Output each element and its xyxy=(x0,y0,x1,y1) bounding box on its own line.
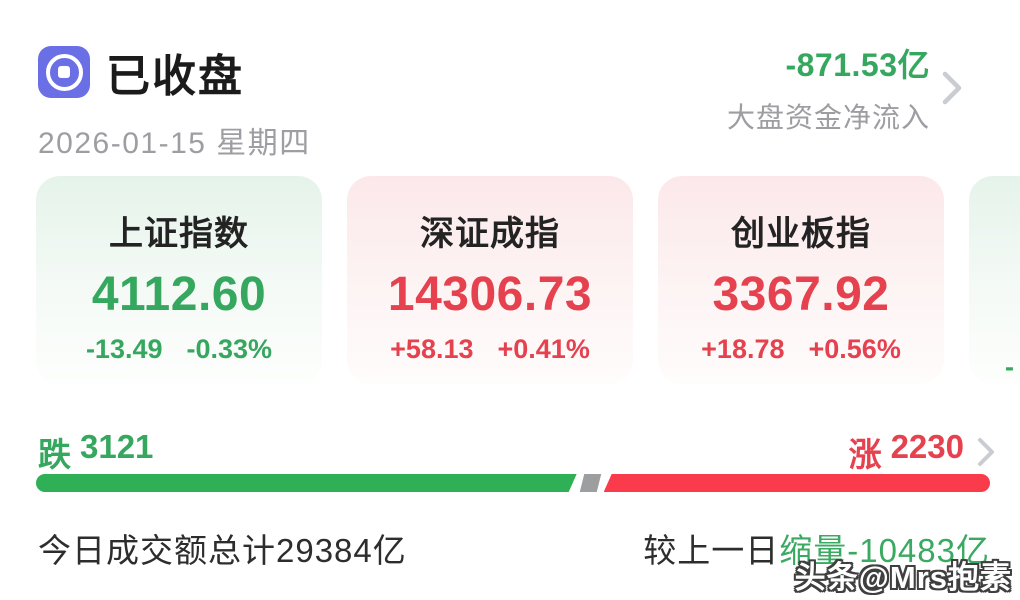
index-value: 14306.73 xyxy=(387,268,593,321)
index-value: 4112.60 xyxy=(91,268,267,321)
index-name: 创业板指 xyxy=(731,215,871,253)
index-change: -13.49 -0.33% xyxy=(85,334,273,364)
index-card-shanghai[interactable]: 上证指数 4112.60 -13.49 -0.33% xyxy=(36,176,322,384)
advancers-label: 涨 2230 xyxy=(848,428,964,473)
net-inflow-block[interactable]: -871.53亿 大盘资金净流入 xyxy=(727,40,930,136)
coin-icon xyxy=(38,46,90,98)
turnover-row: 今日成交额总计29384亿 较上一日 缩量-10483亿 xyxy=(38,524,990,572)
date-label: 2026-01-15 星期四 xyxy=(38,127,311,160)
index-card-partial[interactable]: - xyxy=(969,176,1020,384)
net-inflow-label: 大盘资金净流入 xyxy=(726,102,930,133)
watermark: 头条@Mrs抱素 xyxy=(794,560,1012,595)
chevron-right-icon[interactable] xyxy=(976,435,996,469)
turnover-shrink-value: 缩量-10483亿 xyxy=(779,532,990,569)
market-status-label: 已收盘 xyxy=(106,52,244,101)
breadth-row[interactable]: 跌 3121 涨 2230 xyxy=(38,428,996,476)
index-change: +18.78 +0.56% xyxy=(701,334,901,364)
index-card-shenzhen[interactable]: 深证成指 14306.73 +58.13 +0.41% xyxy=(347,176,633,384)
index-name: 深证成指 xyxy=(420,215,560,253)
index-change: +58.13 +0.41% xyxy=(390,334,590,364)
net-inflow-value: -871.53亿 xyxy=(785,47,930,83)
chevron-right-icon[interactable] xyxy=(940,68,964,108)
breadth-bar xyxy=(36,474,990,492)
advancers-bar-segment xyxy=(603,474,990,492)
partial-index-change: - xyxy=(1005,352,1014,382)
index-cards-row: 上证指数 4112.60 -13.49 -0.33% 深证成指 14306.73 … xyxy=(36,176,1020,384)
index-card-chinext[interactable]: 创业板指 3367.92 +18.78 +0.56% xyxy=(658,176,944,384)
header: 已收盘 2026-01-15 星期四 -871.53亿 大盘资金净流入 xyxy=(38,40,990,162)
decliners-bar-segment xyxy=(36,474,577,492)
turnover-total-label: 今日成交额总计29384亿 xyxy=(38,532,407,569)
index-name: 上证指数 xyxy=(109,215,249,253)
decliners-label: 跌 3121 xyxy=(38,428,154,473)
index-value: 3367.92 xyxy=(712,268,890,321)
turnover-vs-prev-label: 较上一日 xyxy=(643,532,780,569)
